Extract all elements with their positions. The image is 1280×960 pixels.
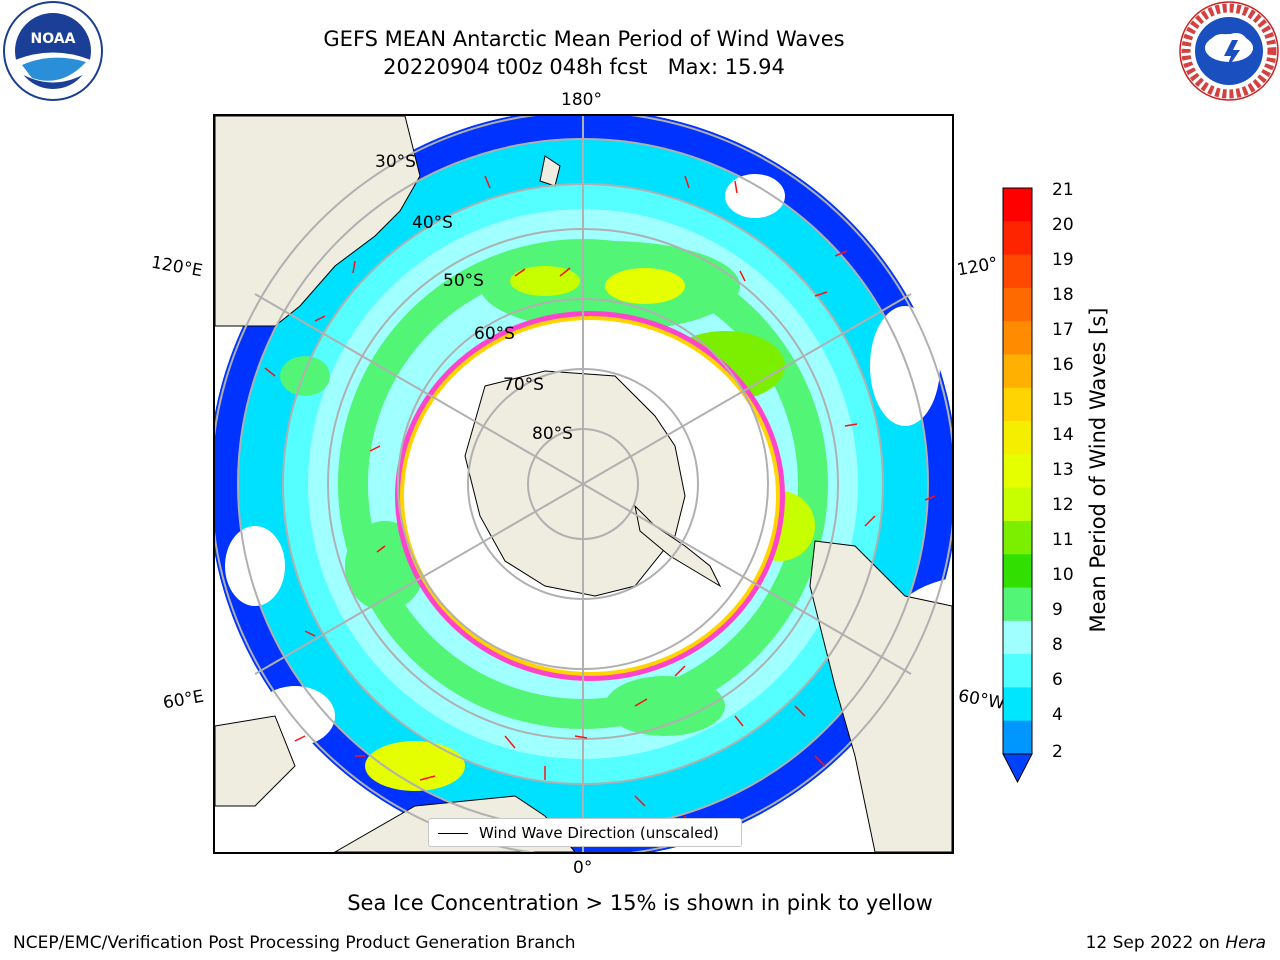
chart-title-line2: 20220904 t00z 048h fcst Max: 15.94 — [383, 55, 785, 79]
colorbar-tick-10: 10 — [1052, 565, 1074, 585]
noaa-logo-text: NOAA — [31, 31, 76, 47]
colorbar-segment — [1003, 188, 1032, 222]
lon-label-60w: 60°W — [956, 686, 1007, 714]
lat-label-30s: 30°S — [375, 152, 416, 172]
lat-label-70s: 70°S — [503, 375, 544, 395]
colorbar-segment — [1003, 587, 1032, 622]
colorbar-tick-8: 8 — [1052, 635, 1063, 655]
colorbar-tick-18: 18 — [1052, 285, 1074, 305]
chart-title-line1: GEFS MEAN Antarctic Mean Period of Wind … — [323, 27, 845, 51]
colorbar-tick-14: 14 — [1052, 425, 1074, 445]
colorbar-tick-13: 13 — [1052, 460, 1074, 480]
colorbar-tick-17: 17 — [1052, 320, 1074, 340]
colorbar-title: Mean Period of Wind Waves [s] — [1086, 307, 1110, 633]
colorbar-tick-19: 19 — [1052, 250, 1074, 270]
footer-date: 12 Sep 2022 on Hera — [1086, 933, 1266, 953]
sea-ice-note: Sea Ice Concentration > 15% is shown in … — [347, 891, 933, 915]
colorbar-segment — [1003, 454, 1032, 489]
lon-label-120e: 120°E — [149, 252, 205, 282]
colorbar-segment — [1003, 520, 1032, 555]
colorbar-segment — [1003, 354, 1032, 389]
lon-label-120w: 120° — [955, 253, 1000, 281]
footer-date-text: 12 Sep 2022 on — [1085, 933, 1226, 953]
lon-label-60e: 60°E — [161, 686, 206, 714]
colorbar-extend-triangle — [1002, 753, 1033, 784]
lon-label-180: 180° — [561, 90, 602, 110]
lat-label-40s: 40°S — [412, 213, 453, 233]
colorbar-tick-12: 12 — [1052, 495, 1074, 515]
colorbar-segment — [1003, 321, 1032, 355]
lat-label-80s: 80°S — [532, 424, 573, 444]
colorbar-segment — [1003, 554, 1032, 589]
colorbar-tick-20: 20 — [1052, 215, 1074, 235]
antarctic-map[interactable] — [215, 116, 952, 852]
lon-label-0: 0° — [573, 858, 593, 878]
colorbar-tick-21: 21 — [1052, 180, 1074, 200]
lat-label-60s: 60°S — [474, 324, 515, 344]
colorbar-tick-11: 11 — [1052, 530, 1074, 550]
colorbar-segment — [1003, 387, 1032, 422]
map-panel[interactable]: Wind Wave Direction (unscaled) — [213, 114, 954, 854]
colorbar-segment — [1003, 287, 1032, 322]
colorbar — [1002, 187, 1033, 784]
colorbar-tick-6: 6 — [1052, 670, 1063, 690]
footer-org: NCEP/EMC/Verification Post Processing Pr… — [13, 933, 576, 953]
colorbar-tick-4: 4 — [1052, 705, 1063, 725]
noaa-logo: NOAA — [3, 1, 103, 101]
map-legend: Wind Wave Direction (unscaled) — [428, 818, 742, 847]
colorbar-segment — [1003, 487, 1032, 522]
colorbar-segment — [1003, 221, 1032, 256]
footer-host: Hera — [1225, 933, 1266, 953]
lat-label-50s: 50°S — [443, 271, 484, 291]
colorbar-tick-16: 16 — [1052, 355, 1074, 375]
colorbar-segment — [1003, 421, 1032, 455]
colorbar-segment — [1003, 687, 1032, 722]
colorbar-segment — [1003, 720, 1032, 755]
colorbar-segment — [1003, 654, 1032, 688]
legend-label: Wind Wave Direction (unscaled) — [479, 824, 719, 842]
colorbar-segment — [1003, 620, 1032, 655]
colorbar-tick-9: 9 — [1052, 600, 1063, 620]
colorbar-tick-15: 15 — [1052, 390, 1074, 410]
nws-logo — [1179, 1, 1279, 101]
colorbar-tick-2: 2 — [1052, 742, 1063, 762]
legend-line-sample — [438, 833, 468, 834]
colorbar-segment — [1003, 254, 1032, 289]
